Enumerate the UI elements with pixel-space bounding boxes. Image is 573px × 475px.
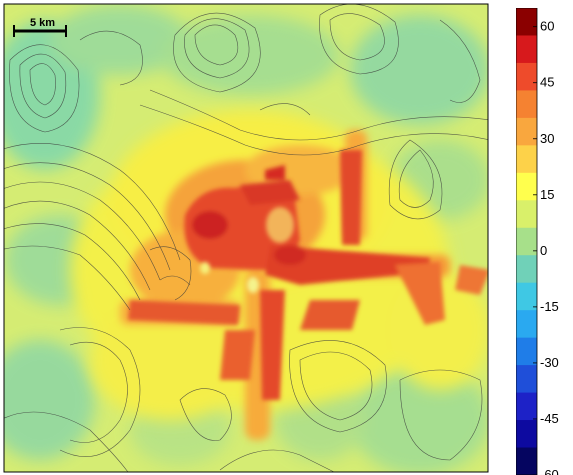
color-scale-segment [516,62,537,91]
color-scale-segment [516,117,537,146]
scale-bar-label: 5 km [30,17,55,29]
map-frame [3,3,489,473]
color-scale-segment [516,200,537,229]
color-scale-segment [516,145,537,174]
color-scale-tick-label: -45 [540,411,559,426]
color-scale-tick-label: -15 [540,299,559,314]
color-scale-tick-label: 60 [540,19,554,34]
color-scale-segment [516,282,537,311]
color-scale-segment [516,365,537,394]
color-scale-tick-label: 15 [540,187,554,202]
color-scale-segment [516,227,537,256]
scale-bar: 5 km [13,17,67,37]
contour-lines [4,4,488,472]
color-scale-tick-label: -30 [540,355,559,370]
color-scale-segment [516,420,537,449]
color-scale-segment [516,392,537,421]
color-scale-ticks: 60 45 30 15 0 -15 -30 -45 -60 [533,19,559,475]
color-scale-tick-label: 30 [540,131,554,146]
heat-field: 5 km [4,4,488,472]
color-scale-segment [516,8,537,36]
color-scale-segment [516,255,537,284]
color-scale-tick-label: 45 [540,75,554,90]
color-scale-tick-label: -60 [540,467,559,475]
color-scale-segment [516,337,537,366]
temperature-map: 5 km [3,3,489,473]
color-scale-legend: 60 45 30 15 0 -15 -30 -45 -60 [516,8,559,475]
color-scale-segment [516,172,537,201]
color-scale-segment [516,90,537,119]
color-scale-segment [516,447,537,475]
color-scale-segment [516,35,537,64]
color-scale-bar [516,8,537,475]
color-scale-segment [516,310,537,339]
color-scale-tick-label: 0 [540,243,547,258]
